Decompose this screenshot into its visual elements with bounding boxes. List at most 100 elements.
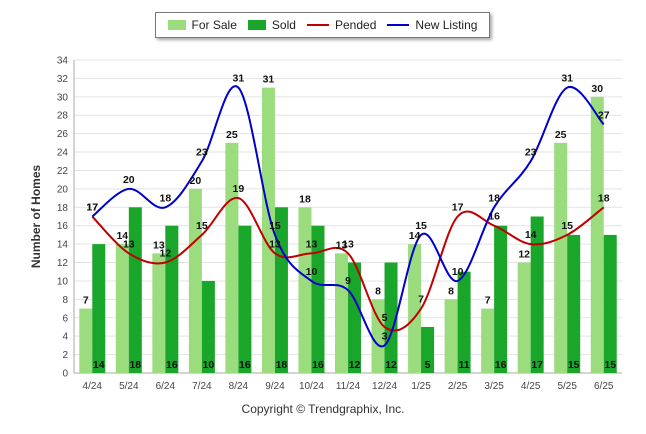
bar-for-sale [371, 299, 385, 373]
bar-sold [457, 271, 471, 373]
y-tick-label: 22 [57, 166, 69, 177]
data-label-pended: 12 [159, 248, 171, 260]
data-label-pended: 18 [598, 192, 610, 204]
x-tick-label: 5/25 [557, 381, 577, 392]
bar-for-sale [152, 253, 166, 373]
x-tick-label: 8/24 [229, 381, 249, 392]
data-label-for-sale: 25 [226, 129, 238, 141]
data-label-pended: 13 [306, 238, 318, 250]
line-new-listing [91, 85, 605, 348]
data-label-sold: 17 [531, 359, 543, 371]
data-label-sold: 16 [495, 359, 507, 371]
y-axis-title: Number of Homes [29, 165, 43, 269]
data-label-for-sale: 14 [409, 230, 421, 242]
data-label-for-sale: 20 [190, 175, 202, 187]
data-label-pended: 5 [382, 312, 388, 324]
data-label-for-sale: 12 [518, 249, 530, 261]
y-tick-label: 8 [62, 295, 68, 306]
data-label-pended: 7 [418, 294, 424, 306]
legend-swatch-pended [307, 24, 329, 26]
bar-for-sale [590, 96, 604, 373]
x-tick-label: 1/25 [411, 381, 431, 392]
data-label-new-listing: 10 [452, 266, 464, 278]
legend-swatch-sold [247, 20, 266, 30]
data-label-sold: 14 [93, 359, 105, 371]
data-label-pended: 16 [488, 211, 500, 223]
x-tick-label: 9/24 [265, 381, 285, 392]
data-label-new-listing: 15 [415, 220, 427, 232]
y-tick-label: 20 [57, 184, 69, 195]
data-label-sold: 16 [239, 359, 251, 371]
data-label-for-sale: 7 [83, 295, 89, 307]
data-label-pended: 17 [86, 202, 98, 214]
y-tick-label: 2 [62, 350, 68, 361]
data-label-for-sale: 25 [555, 129, 567, 141]
data-label-pended: 17 [452, 202, 464, 214]
data-label-sold: 16 [312, 359, 324, 371]
bar-sold [274, 207, 288, 373]
y-tick-label: 28 [57, 111, 69, 122]
x-tick-label: 3/25 [484, 381, 504, 392]
legend-label-new-listing: New Listing [415, 18, 478, 32]
x-tick-label: 2/25 [448, 381, 468, 392]
bar-sold [494, 225, 508, 373]
x-tick-label: 4/24 [83, 381, 103, 392]
x-tick-label: 10/24 [299, 381, 324, 392]
bar-for-sale [444, 299, 458, 373]
bar-for-sale [554, 142, 568, 373]
y-tick-label: 18 [57, 203, 69, 214]
legend-item-for-sale: For Sale [167, 18, 237, 32]
data-label-new-listing: 23 [196, 146, 208, 158]
bar-sold [348, 262, 361, 373]
chart-legend: For Sale Sold Pended New Listing [155, 12, 490, 38]
legend-label-sold: Sold [271, 18, 296, 32]
data-label-pended: 14 [525, 229, 537, 241]
bar-for-sale [79, 308, 93, 373]
data-label-sold: 18 [129, 359, 141, 371]
x-tick-label: 11/24 [336, 381, 361, 392]
data-label-pended: 13 [342, 238, 354, 250]
data-label-new-listing: 20 [123, 174, 135, 186]
x-tick-label: 4/25 [521, 381, 541, 392]
data-label-sold: 15 [604, 359, 616, 371]
data-label-sold: 18 [276, 359, 288, 371]
y-tick-label: 16 [57, 221, 69, 232]
data-label-pended: 15 [196, 220, 208, 232]
bar-for-sale [517, 262, 531, 373]
bar-sold [128, 207, 142, 373]
data-label-new-listing: 10 [306, 266, 318, 278]
bar-sold [92, 244, 106, 373]
y-tick-label: 4 [62, 332, 68, 343]
bar-for-sale [225, 142, 239, 373]
data-label-for-sale: 13 [336, 239, 348, 251]
data-label-new-listing: 31 [233, 73, 245, 85]
bar-for-sale [115, 244, 129, 373]
legend-swatch-new-listing [387, 24, 410, 26]
x-tick-label: 12/24 [372, 381, 397, 392]
bar-sold [238, 225, 252, 373]
data-label-sold: 12 [349, 359, 361, 371]
y-tick-label: 6 [62, 313, 68, 324]
y-tick-label: 34 [57, 56, 69, 67]
y-tick-label: 30 [57, 92, 69, 103]
data-label-for-sale: 18 [299, 193, 311, 205]
bar-sold [530, 216, 544, 373]
y-tick-label: 0 [62, 369, 68, 380]
data-label-for-sale: 13 [153, 239, 165, 251]
data-label-new-listing: 23 [525, 146, 537, 158]
data-label-new-listing: 18 [488, 192, 500, 204]
data-label-pended: 15 [561, 220, 573, 232]
data-label-sold: 15 [568, 359, 580, 371]
legend-label-for-sale: For Sale [191, 18, 237, 32]
x-tick-label: 6/24 [156, 381, 176, 392]
data-label-new-listing: 3 [382, 330, 388, 342]
x-tick-label: 6/25 [594, 381, 614, 392]
data-label-for-sale: 7 [485, 295, 491, 307]
x-tick-label: 5/24 [119, 381, 139, 392]
bar-sold [603, 234, 617, 373]
data-label-for-sale: 8 [375, 285, 381, 297]
y-tick-label: 26 [57, 129, 69, 140]
bar-for-sale [335, 253, 348, 373]
y-tick-label: 10 [57, 276, 69, 287]
